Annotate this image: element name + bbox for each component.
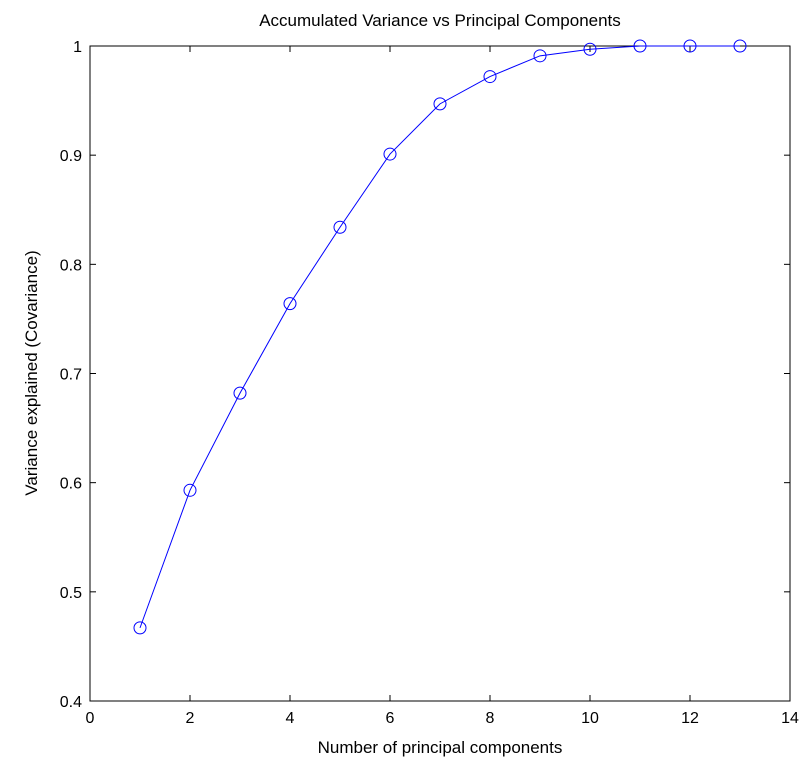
data-point (583, 42, 597, 56)
data-point (333, 220, 347, 234)
x-tick-label: 10 (581, 710, 599, 727)
x-tick-label: 2 (186, 710, 195, 727)
data-point (283, 297, 297, 311)
chart-title: Accumulated Variance vs Principal Compon… (259, 11, 621, 30)
data-point (183, 483, 197, 497)
data-point (133, 621, 147, 635)
data-point (533, 49, 547, 63)
data-point (683, 39, 697, 53)
y-tick-label: 0.8 (60, 257, 82, 274)
x-tick-label: 8 (486, 710, 495, 727)
data-point (733, 39, 747, 53)
plot-area: 0 2 4 6 8 10 12 14 0.4 0.5 0.6 0.7 0.8 0.9 1 (60, 39, 799, 727)
y-tick-label: 0.9 (60, 148, 82, 165)
x-tick-label: 12 (681, 710, 699, 727)
data-point (233, 386, 247, 400)
x-tick-label: 6 (386, 710, 395, 727)
x-axis-label: Number of principal components (318, 738, 563, 757)
y-tick-label: 0.5 (60, 585, 82, 602)
x-tick-label: 0 (86, 710, 95, 727)
y-tick-label: 0.6 (60, 476, 82, 493)
y-tick-label: 0.4 (60, 694, 82, 711)
data-point (633, 39, 647, 53)
data-point (433, 97, 447, 111)
series-line (139, 45, 740, 629)
x-axis-ticks: 0 2 4 6 8 10 12 14 (86, 46, 799, 727)
data-point (483, 70, 497, 84)
y-tick-label: 0.7 (60, 367, 82, 384)
y-axis-ticks: 0.4 0.5 0.6 0.7 0.8 0.9 1 (60, 39, 790, 711)
y-axis-label: Variance explained (Covariance) (22, 250, 41, 495)
series-layer (133, 39, 747, 635)
x-tick-label: 4 (286, 710, 295, 727)
x-tick-label: 14 (781, 710, 799, 727)
y-tick-label: 1 (73, 39, 82, 56)
data-point (383, 147, 397, 161)
